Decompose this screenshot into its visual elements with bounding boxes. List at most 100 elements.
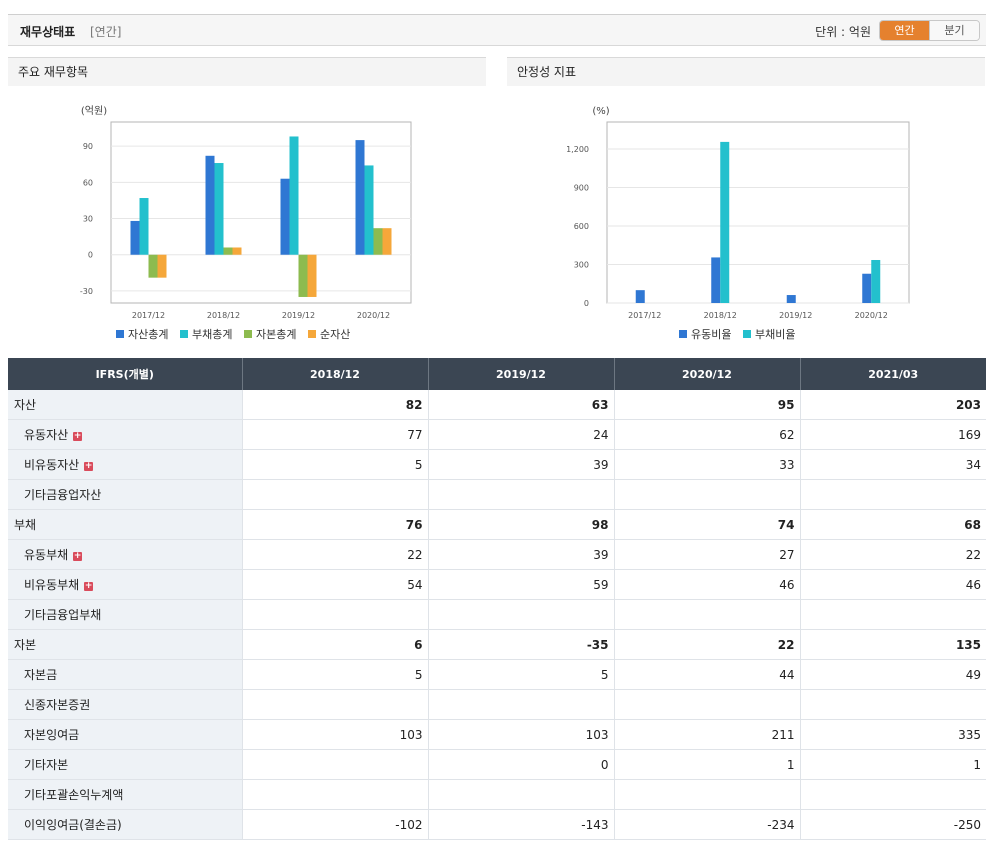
row-label: 기타포괄손익누계액 (8, 779, 242, 810)
y-tick-label: 90 (83, 142, 93, 151)
row-label-text: 비유동자산 (24, 458, 80, 472)
legend-item: 순자산 (308, 328, 350, 341)
legend-item: 부채총계 (180, 328, 232, 341)
table-row: 기타자본 0 1 1 (8, 749, 986, 780)
expand-plus-icon[interactable]: + (84, 461, 94, 471)
row-label: 자본금 (8, 659, 242, 690)
legend-label: 유동비율 (691, 328, 731, 341)
table-cell: 74 (613, 509, 800, 540)
table-cell: 27 (613, 539, 800, 570)
table-cell: -35 (427, 629, 614, 660)
y-tick-label: -30 (80, 287, 93, 296)
bar-2 (364, 165, 374, 255)
table-cell: 6 (241, 629, 428, 660)
legend-swatch (180, 330, 188, 338)
bar-1 (130, 220, 140, 255)
section-period: [연간] (90, 25, 122, 39)
row-label[interactable]: 유동부채 + (8, 539, 242, 570)
table-cell: 5 (427, 659, 614, 690)
bar-3 (148, 254, 158, 278)
row-label-text: 비유동부채 (24, 578, 80, 592)
x-tick-label: 2020/12 (855, 311, 888, 320)
col-header-period-1: 2018/12 (241, 358, 428, 390)
table-cell: 5 (241, 449, 428, 480)
row-label[interactable]: 비유동부채 + (8, 569, 242, 600)
table-cell: 0 (427, 749, 614, 780)
y-tick-label: 60 (83, 178, 93, 187)
table-cell (799, 599, 986, 630)
table-cell (613, 599, 800, 630)
row-label[interactable]: 유동자산 + (8, 419, 242, 450)
table-cell (613, 479, 800, 510)
row-label-text: 유동부채 (24, 548, 69, 562)
table-cell: 103 (427, 719, 614, 750)
bar-3 (373, 228, 383, 255)
bar-3 (223, 247, 233, 255)
expand-plus-icon[interactable]: + (73, 431, 83, 441)
y-tick-label: 1,200 (566, 145, 589, 154)
row-label: 신종자본증권 (8, 689, 242, 720)
table-cell: 211 (613, 719, 800, 750)
row-label: 자본 (8, 629, 242, 660)
col-header-period-3: 2020/12 (613, 358, 800, 390)
legend-label: 자본총계 (256, 328, 296, 341)
table-cell: 24 (427, 419, 614, 450)
table-row: 유동자산 +77 24 62 169 (8, 419, 986, 450)
table-row: 이익잉여금(결손금) -102 -143 -234 -250 (8, 809, 986, 840)
table-cell: 1 (799, 749, 986, 780)
y-axis-label: (%) (592, 106, 609, 117)
legend-label: 자산총계 (128, 328, 168, 341)
bar-4 (157, 254, 167, 278)
table-cell: 203 (799, 390, 986, 420)
table-cell (241, 599, 428, 630)
table-cell: 39 (427, 539, 614, 570)
expand-plus-icon[interactable]: + (84, 581, 94, 591)
toggle-annual-button[interactable]: 연간 (880, 21, 929, 40)
table-row: 자본금 5 5 44 49 (8, 659, 986, 690)
table-cell (613, 689, 800, 720)
table-row: 부채 76 98 74 68 (8, 509, 986, 540)
row-label-text: 자본 (14, 638, 37, 652)
row-label: 부채 (8, 509, 242, 540)
bar-4 (307, 254, 317, 297)
bar-1 (355, 140, 365, 255)
y-tick-label: 0 (584, 299, 589, 308)
row-label: 기타자본 (8, 749, 242, 780)
table-cell (241, 479, 428, 510)
table-cell: 82 (241, 390, 428, 420)
y-tick-label: 600 (574, 222, 589, 231)
period-toggle: 연간 분기 (879, 20, 980, 41)
legend-label: 부채총계 (192, 328, 232, 341)
table-cell: 33 (613, 449, 800, 480)
bar-4 (382, 228, 392, 255)
bar-3 (298, 254, 308, 297)
bar-1 (862, 273, 872, 303)
expand-plus-icon[interactable]: + (73, 551, 83, 561)
table-cell: 62 (613, 419, 800, 450)
table-cell: 49 (799, 659, 986, 690)
table-cell: 98 (427, 509, 614, 540)
table-row: 자산 82 63 95 203 (8, 390, 986, 420)
table-cell: 22 (613, 629, 800, 660)
col-header-standard: IFRS(개별) (8, 358, 242, 390)
table-cell (613, 779, 800, 810)
row-label[interactable]: 비유동자산 + (8, 449, 242, 480)
table-cell (241, 779, 428, 810)
table-cell: 46 (613, 569, 800, 600)
legend-swatch (244, 330, 252, 338)
table-cell: 76 (241, 509, 428, 540)
y-tick-label: 300 (574, 260, 589, 269)
bar-2 (720, 141, 730, 303)
row-label-text: 자산 (14, 398, 37, 412)
row-label-text: 이익잉여금(결손금) (24, 818, 122, 832)
table-row: 기타포괄손익누계액 (8, 779, 986, 810)
chart-panel-left-title: 주요 재무항목 (8, 57, 486, 86)
legend-item: 유동비율 (679, 328, 731, 341)
y-tick-label: 0 (88, 251, 93, 260)
bar-4 (232, 247, 242, 255)
table-cell: 63 (427, 390, 614, 420)
table-cell: -143 (427, 809, 614, 840)
toggle-quarter-button[interactable]: 분기 (929, 21, 979, 40)
table-cell: 1 (613, 749, 800, 780)
row-label-text: 기타자본 (24, 758, 69, 772)
